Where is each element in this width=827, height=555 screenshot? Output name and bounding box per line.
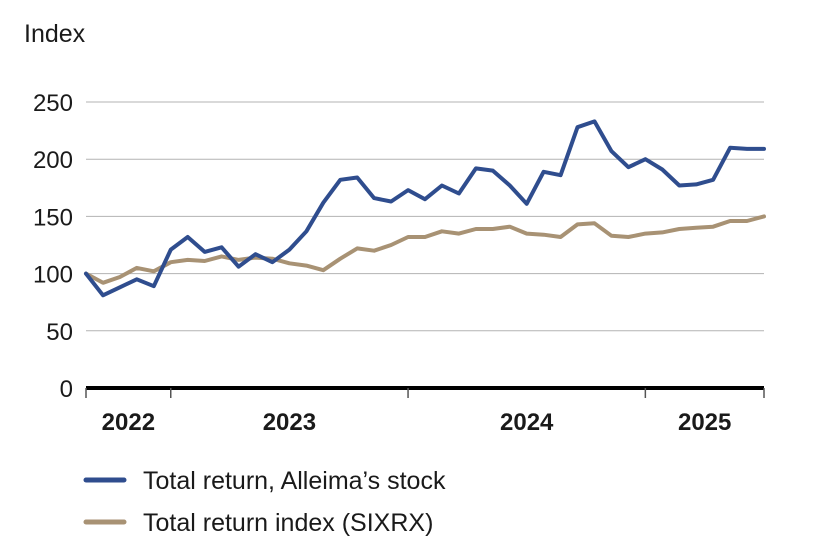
- series-line-1: [84, 214, 766, 285]
- legend-label-1: Total return index (SIXRX): [143, 509, 433, 537]
- y-tick-label: 100: [33, 262, 73, 289]
- x-tick-label: 2022: [102, 409, 155, 436]
- gridlines: [86, 101, 764, 332]
- x-axis: 2022 2023 2024 2025: [85, 386, 765, 436]
- legend-label-0: Total return, Alleima’s stock: [143, 467, 446, 495]
- series-line-0: [84, 119, 766, 298]
- y-axis-ticks: 0 50 100 150 200 250: [33, 90, 73, 403]
- x-tick-label: 2024: [500, 409, 554, 436]
- y-tick-label: 250: [33, 90, 73, 117]
- legend: Total return, Alleima’s stock Total retur…: [83, 467, 446, 537]
- x-tick-label: 2025: [678, 409, 731, 436]
- y-axis-title: Index: [24, 20, 86, 48]
- x-tick-label: 2023: [263, 409, 316, 436]
- y-tick-label: 50: [46, 319, 73, 346]
- y-tick-label: 200: [33, 147, 73, 174]
- y-tick-label: 0: [60, 376, 73, 403]
- series-group: [84, 119, 766, 298]
- y-tick-label: 150: [33, 204, 73, 231]
